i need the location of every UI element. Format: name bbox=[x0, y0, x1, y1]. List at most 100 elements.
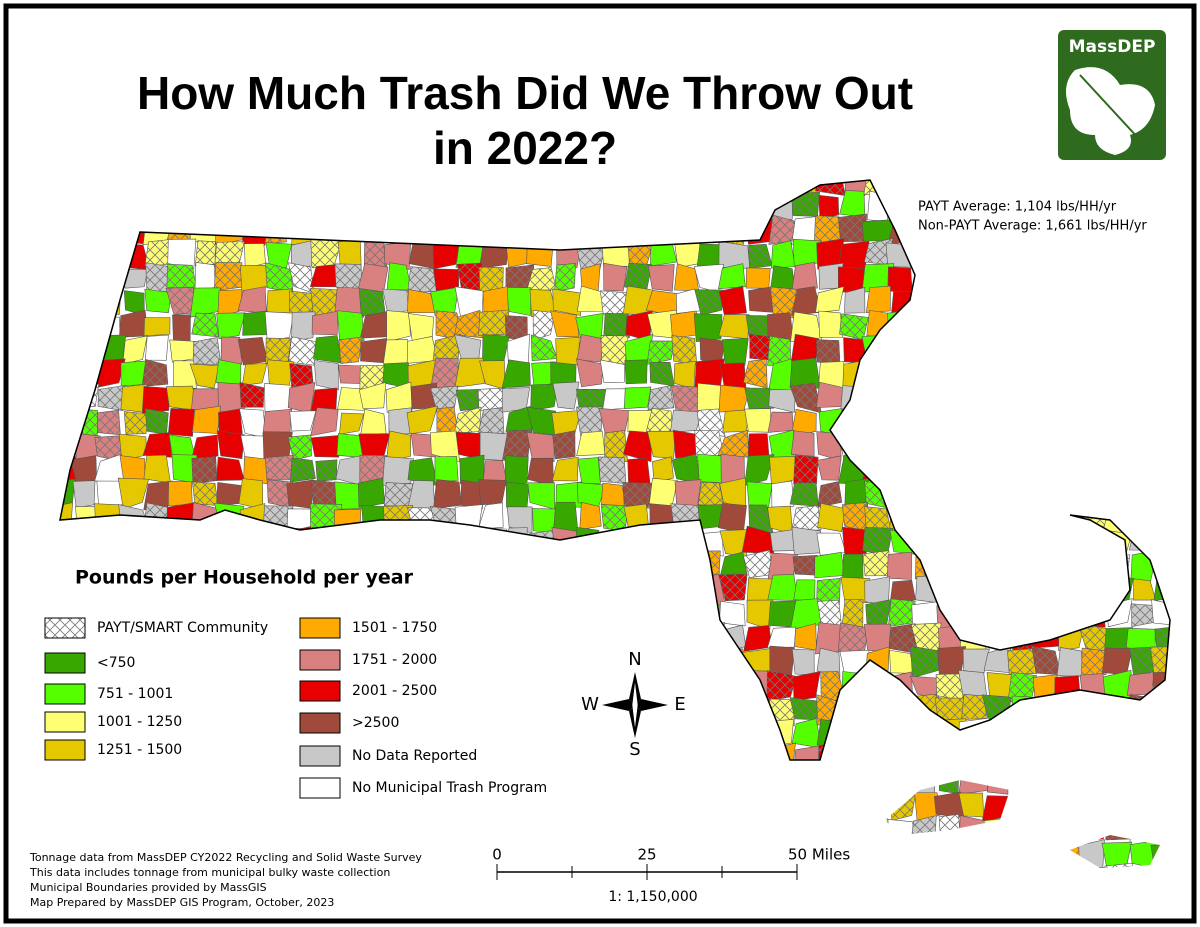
town bbox=[550, 310, 580, 338]
legend: PAYT/SMART Community <750 751 - 1001 1001 -… bbox=[44, 617, 547, 799]
compass-w: W bbox=[581, 694, 599, 715]
legend-label: >2500 bbox=[352, 715, 399, 731]
town bbox=[477, 502, 504, 530]
town bbox=[647, 264, 675, 292]
town bbox=[434, 456, 459, 483]
payt-town bbox=[192, 481, 219, 506]
payt-town bbox=[526, 267, 557, 291]
legend-swatch bbox=[44, 683, 86, 705]
town bbox=[718, 285, 747, 316]
town bbox=[719, 601, 746, 627]
payt-town bbox=[766, 670, 797, 702]
compass-s: S bbox=[629, 739, 640, 760]
town bbox=[501, 359, 531, 389]
town bbox=[790, 408, 817, 438]
payt-town bbox=[97, 385, 125, 411]
payt-town bbox=[214, 262, 242, 291]
town bbox=[791, 648, 815, 676]
payt-town bbox=[478, 407, 505, 436]
title: in 2022? bbox=[433, 122, 617, 174]
payt-town bbox=[457, 263, 485, 294]
legend-swatch bbox=[44, 739, 86, 761]
note: Map Prepared by MassDEP GIS Program, Oct… bbox=[30, 896, 334, 909]
payt-town bbox=[793, 455, 819, 485]
town bbox=[72, 480, 96, 509]
town bbox=[264, 383, 292, 413]
payt-town bbox=[817, 481, 842, 508]
town bbox=[744, 454, 775, 487]
payt-town bbox=[552, 430, 576, 459]
payt-town bbox=[166, 264, 197, 290]
payt-town bbox=[790, 383, 822, 413]
town bbox=[430, 430, 460, 463]
scale-label: 25 bbox=[637, 846, 656, 864]
town bbox=[287, 382, 316, 414]
payt-town bbox=[598, 456, 626, 484]
legend-swatch bbox=[299, 777, 341, 799]
town bbox=[291, 311, 316, 342]
town bbox=[406, 405, 438, 435]
town bbox=[599, 359, 626, 383]
scale-ratio: 1: 1,150,000 bbox=[608, 889, 697, 905]
payt-town bbox=[817, 600, 843, 630]
payt-town bbox=[505, 264, 534, 294]
payt-town bbox=[694, 430, 724, 461]
payt-town bbox=[502, 430, 532, 460]
legend-label: 1251 - 1500 bbox=[97, 742, 182, 758]
town bbox=[266, 288, 293, 314]
town bbox=[814, 551, 845, 579]
payt-town bbox=[838, 214, 867, 242]
town bbox=[407, 313, 435, 341]
town bbox=[310, 434, 341, 458]
note: This data includes tonnage from municipa… bbox=[29, 866, 390, 879]
town bbox=[816, 455, 842, 481]
payt-town bbox=[290, 457, 316, 483]
town bbox=[216, 312, 246, 340]
town bbox=[818, 194, 839, 220]
payt-town bbox=[554, 263, 576, 292]
town bbox=[358, 381, 387, 410]
payt-town bbox=[748, 244, 773, 269]
payt-town bbox=[454, 310, 484, 338]
note: Tonnage data from MassDEP CY2022 Recycli… bbox=[29, 851, 422, 864]
town bbox=[167, 408, 195, 437]
payt-town bbox=[311, 480, 340, 508]
town bbox=[552, 381, 580, 410]
town bbox=[216, 430, 245, 459]
payt-town bbox=[576, 406, 603, 437]
payt-town bbox=[646, 340, 675, 365]
town bbox=[530, 383, 559, 412]
town bbox=[433, 479, 462, 509]
town bbox=[505, 481, 530, 508]
payt-town bbox=[671, 335, 697, 366]
payt-town bbox=[193, 337, 222, 365]
town bbox=[575, 358, 604, 388]
payt-town bbox=[624, 263, 652, 293]
legend-swatch bbox=[299, 649, 341, 671]
legend-label: 751 - 1001 bbox=[97, 686, 173, 702]
town bbox=[577, 457, 601, 485]
town bbox=[143, 454, 171, 484]
town bbox=[552, 288, 582, 316]
legend-swatch bbox=[44, 617, 86, 639]
legend-label: No Municipal Trash Program bbox=[352, 780, 547, 796]
town bbox=[670, 409, 703, 433]
town bbox=[815, 286, 845, 313]
payt-town bbox=[94, 435, 124, 461]
payt-town bbox=[671, 385, 700, 414]
town bbox=[264, 311, 294, 342]
town bbox=[142, 432, 173, 458]
town bbox=[454, 357, 485, 388]
town bbox=[766, 626, 797, 649]
payt-town bbox=[838, 622, 869, 653]
payt-town bbox=[839, 313, 869, 340]
town bbox=[242, 310, 268, 336]
town bbox=[313, 360, 339, 391]
payt-town bbox=[1131, 603, 1154, 627]
payt-town bbox=[718, 574, 748, 601]
payt-town bbox=[889, 624, 918, 654]
payt-town bbox=[698, 482, 725, 507]
payt-town bbox=[359, 365, 385, 390]
payt-town bbox=[265, 455, 294, 481]
payt-town bbox=[770, 286, 797, 318]
